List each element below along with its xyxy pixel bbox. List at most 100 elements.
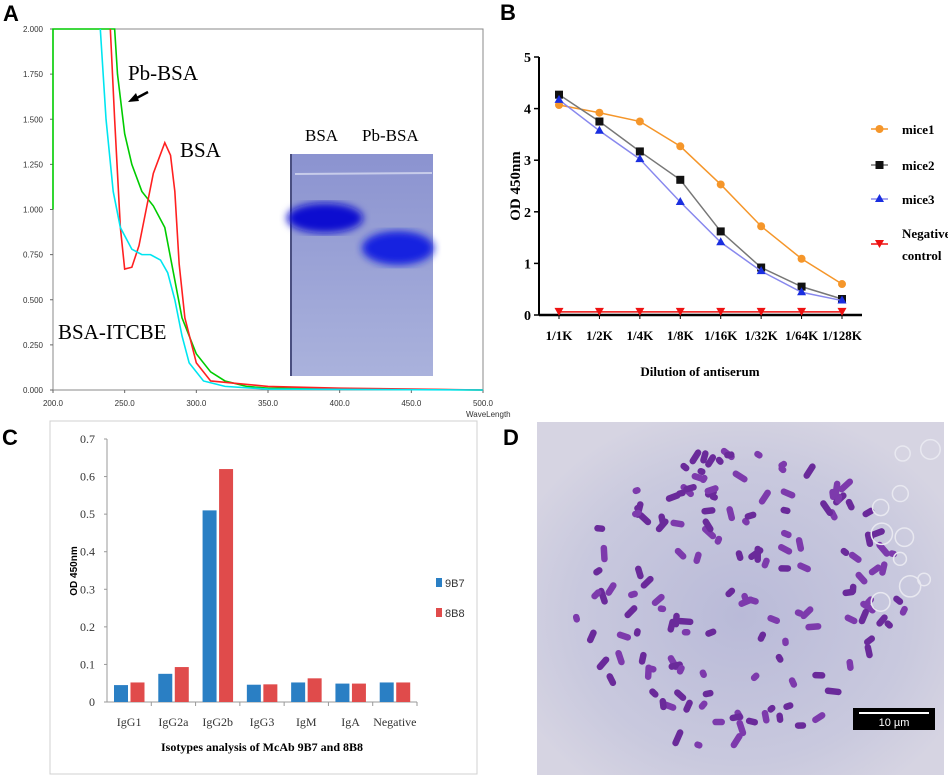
chromosome — [849, 583, 857, 595]
y-tick-label: 0.1 — [80, 657, 95, 671]
legend-swatch-8b8 — [436, 608, 442, 617]
panel-d-chromosome-micrograph: 10 µm — [537, 422, 944, 775]
x-tick-label: IgM — [296, 715, 317, 729]
data-point-mice1 — [555, 100, 563, 109]
y-axis-title: OD 450nm — [69, 546, 80, 596]
chromosome — [780, 506, 791, 515]
chromosome — [572, 613, 581, 623]
cell-debris — [892, 551, 908, 567]
chromosome — [697, 467, 706, 476]
chromosome — [699, 669, 707, 679]
chromosome — [754, 450, 763, 459]
chromosome — [638, 651, 647, 665]
data-point-mice1 — [676, 142, 685, 151]
y-tick-label: 0.250 — [23, 341, 44, 350]
x-tick-label: 1/16K — [704, 328, 738, 343]
y-tick-label: 0.7 — [80, 432, 95, 446]
chromosome — [674, 547, 687, 560]
panel-label-d: D — [503, 425, 519, 450]
chromosome — [840, 547, 850, 557]
arrow-icon — [128, 90, 149, 102]
chromosome — [676, 489, 686, 497]
chromosome — [712, 718, 725, 726]
chromosome — [632, 509, 642, 518]
cell-debris — [898, 574, 922, 598]
x-tick-label: 1/1K — [546, 328, 574, 343]
legend-label-negative-control: control — [902, 248, 942, 263]
legend-label-9b7: 9B7 — [445, 578, 465, 590]
chromosome — [862, 507, 875, 518]
chromosome — [876, 614, 888, 627]
x-tick-label: 1/32K — [745, 328, 779, 343]
cell-debris — [870, 522, 894, 546]
chromosome — [735, 550, 744, 561]
chromosome — [868, 564, 882, 576]
chromosome — [683, 699, 693, 713]
data-point-negative-control — [675, 307, 685, 316]
chromosome — [794, 722, 807, 729]
series-line-bsa — [109, 28, 484, 391]
data-point-mice3 — [554, 94, 564, 103]
chromosome — [868, 528, 885, 539]
chromosome — [780, 488, 796, 499]
gel-lane-label-bsa: BSA — [305, 126, 339, 145]
data-point-mice2 — [635, 147, 644, 156]
chromosome — [778, 465, 787, 474]
legend-label-mice1: mice1 — [902, 122, 934, 137]
chromosome — [738, 596, 754, 607]
y-tick-label: 0.500 — [23, 296, 44, 305]
x-tick-label: 400.0 — [330, 399, 351, 408]
chromosome — [855, 571, 868, 585]
chromosome — [689, 449, 702, 465]
series-line-mice3 — [558, 99, 843, 302]
bar-9b7-iga — [335, 683, 350, 702]
y-tick-label: 2.000 — [23, 25, 44, 34]
cell-debris — [870, 591, 891, 613]
x-tick-label: IgG3 — [250, 715, 275, 729]
data-point-mice3 — [837, 295, 847, 304]
bar-8b8-iga — [351, 683, 366, 702]
chromosome — [705, 628, 717, 637]
y-tick-label: 4 — [524, 103, 531, 118]
chromosome — [674, 689, 687, 701]
chromosome — [658, 513, 667, 527]
y-tick-label: 1.500 — [23, 115, 44, 124]
chromosome — [860, 600, 876, 614]
bar-8b8-igg3 — [263, 684, 278, 702]
y-tick-label: 0.4 — [80, 545, 95, 559]
y-tick-label: 0.6 — [80, 470, 95, 484]
x-tick-label: IgG2b — [202, 715, 233, 729]
chromosome — [724, 451, 735, 459]
panel-label-a: A — [3, 1, 19, 26]
y-tick-label: 1.000 — [23, 206, 44, 215]
bar-8b8-igm — [307, 678, 322, 702]
annotation-bsa: BSA — [180, 138, 222, 162]
data-point-mice2 — [555, 90, 563, 99]
y-tick-label: 0.750 — [23, 251, 44, 260]
panel-label-b: B — [500, 0, 516, 25]
chromosome — [600, 544, 608, 563]
chromosome — [634, 504, 643, 512]
cell-debris — [917, 572, 932, 587]
data-point-negative-control — [716, 307, 726, 316]
bar-9b7-igg3 — [246, 684, 261, 702]
data-point-mice3 — [716, 237, 726, 246]
x-tick-label: 300.0 — [186, 399, 207, 408]
chromosome — [681, 628, 691, 636]
chromosome — [672, 729, 684, 747]
x-tick-label: 1/4K — [626, 328, 654, 343]
data-point-negative-control — [756, 307, 766, 316]
x-tick-label: 450.0 — [401, 399, 422, 408]
chromosome — [800, 606, 814, 620]
chromosome — [744, 511, 757, 520]
x-axis-title: Isotypes analysis of McAb 9B7 and 8B8 — [161, 740, 363, 754]
chromosome — [780, 529, 792, 539]
chromosome — [783, 702, 794, 710]
chromosome — [832, 480, 841, 496]
x-tick-label: 1/64K — [785, 328, 819, 343]
chromosome — [834, 493, 843, 504]
chromosome — [767, 704, 776, 713]
x-tick-label: 200.0 — [43, 399, 64, 408]
panel-c-isotype-bar-chart: OD 450nm Isotypes analysis of McAb 9B7 a… — [49, 420, 478, 775]
